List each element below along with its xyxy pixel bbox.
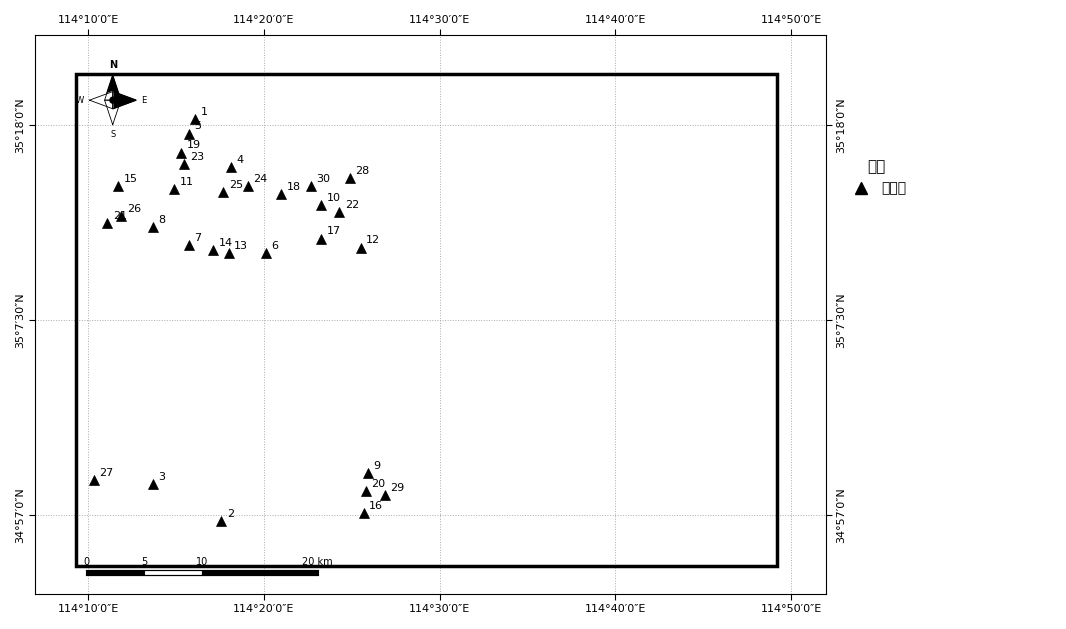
Text: 9: 9 (373, 461, 381, 471)
Text: N: N (109, 60, 117, 70)
Text: 14: 14 (219, 238, 232, 248)
Polygon shape (113, 92, 135, 109)
Legend: 样本点: 样本点 (841, 154, 912, 201)
Text: 17: 17 (327, 226, 341, 237)
Text: 11: 11 (179, 177, 193, 187)
Text: 27: 27 (99, 467, 114, 477)
Text: 25: 25 (229, 179, 243, 189)
Text: 0: 0 (83, 557, 90, 567)
Text: 6: 6 (271, 241, 278, 251)
Circle shape (110, 97, 115, 103)
Text: 12: 12 (366, 235, 381, 245)
Text: 13: 13 (235, 241, 248, 251)
Text: 2: 2 (227, 509, 235, 519)
Polygon shape (104, 75, 120, 100)
Text: 4: 4 (237, 155, 243, 165)
Text: 22: 22 (345, 199, 359, 209)
Text: 5: 5 (141, 557, 147, 567)
Text: 26: 26 (127, 204, 141, 214)
Text: 30: 30 (317, 174, 330, 184)
Text: 28: 28 (356, 166, 370, 176)
Text: 23: 23 (190, 152, 204, 162)
Bar (76, 74, 777, 565)
Text: 7: 7 (194, 233, 201, 243)
Polygon shape (90, 92, 113, 109)
Text: 16: 16 (369, 501, 383, 511)
Text: 20: 20 (371, 479, 386, 489)
Text: 18: 18 (287, 182, 301, 192)
Text: 21: 21 (113, 211, 127, 221)
Text: 29: 29 (390, 483, 405, 493)
Text: 5: 5 (194, 121, 201, 131)
Text: 3: 3 (159, 472, 165, 482)
Text: 15: 15 (124, 174, 138, 184)
Text: 10: 10 (196, 557, 208, 567)
Text: S: S (110, 130, 115, 139)
Text: 1: 1 (200, 107, 208, 117)
Polygon shape (104, 100, 120, 125)
Text: 8: 8 (159, 215, 165, 225)
Text: E: E (141, 96, 146, 104)
Text: 10: 10 (327, 193, 341, 203)
Text: 20 km: 20 km (303, 557, 333, 567)
Text: W: W (76, 96, 84, 104)
Text: 19: 19 (187, 140, 200, 150)
Text: 24: 24 (254, 174, 268, 184)
